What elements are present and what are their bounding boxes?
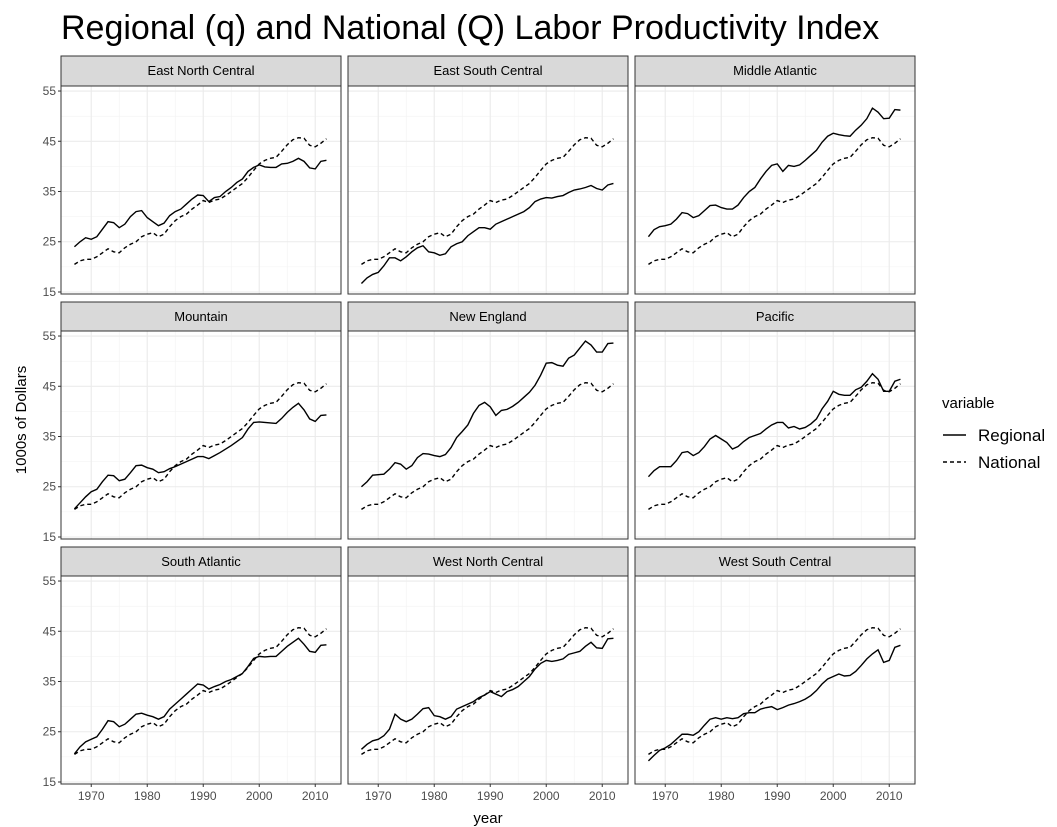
x-tick-label: 1980 [134,789,161,803]
panel [348,331,628,539]
series-line [73,402,327,510]
strip [634,55,916,87]
series-line [647,372,901,478]
panel [61,86,341,294]
y-axis-label: 1000s of Dollars [13,366,30,474]
y-tick-label: 35 [43,675,57,689]
strip-label: West North Central [433,554,543,569]
legend-label: Regional [978,426,1045,445]
x-tick-label: 1980 [708,789,735,803]
panel-border [347,575,629,785]
strip-label: West South Central [719,554,832,569]
panel-border [634,85,916,295]
y-tick-label: 45 [43,624,57,638]
x-tick-label: 1990 [477,789,504,803]
strip [60,301,342,332]
y-tick-label: 45 [43,134,57,148]
series-line [73,157,327,248]
panel [635,576,915,784]
x-tick-label: 2010 [589,789,616,803]
panel [61,576,341,784]
strip [347,301,629,332]
strip-label: South Atlantic [161,554,241,569]
panel [635,331,915,539]
panel-border [347,330,629,540]
series-line [73,637,327,755]
y-tick-label: 55 [43,329,57,343]
panel-border [634,330,916,540]
panel-border [347,85,629,295]
legend-title: variable [942,395,995,412]
strip-label: Middle Atlantic [733,63,817,78]
x-axis-label: year [473,810,502,827]
legend-label: National [978,453,1040,472]
series-line [360,182,614,284]
y-tick-label: 15 [43,775,57,789]
x-tick-label: 1970 [365,789,392,803]
panel [348,86,628,294]
strip-label: East North Central [148,63,255,78]
x-tick-label: 1970 [78,789,105,803]
panel-border [634,575,916,785]
y-tick-label: 55 [43,84,57,98]
strip [60,546,342,577]
strip-label: New England [449,309,526,324]
x-tick-label: 2010 [876,789,903,803]
strip [634,546,916,577]
panel-border [60,85,342,295]
y-tick-label: 45 [43,379,57,393]
x-tick-label: 1990 [764,789,791,803]
y-tick-label: 15 [43,285,57,299]
y-tick-label: 25 [43,235,57,249]
x-tick-label: 2000 [246,789,273,803]
y-tick-label: 25 [43,480,57,494]
x-tick-label: 1970 [652,789,679,803]
x-tick-label: 1980 [421,789,448,803]
strip-label: East South Central [433,63,542,78]
series-line [647,644,901,762]
x-tick-label: 2000 [820,789,847,803]
series-line [360,637,614,750]
panel [61,331,341,539]
panel [635,86,915,294]
y-tick-label: 35 [43,430,57,444]
strip-label: Pacific [756,309,795,324]
x-tick-label: 2010 [302,789,329,803]
strip [60,55,342,87]
y-tick-label: 15 [43,530,57,544]
chart-title: Regional (q) and National (Q) Labor Prod… [61,9,879,47]
x-tick-label: 2000 [533,789,560,803]
y-tick-label: 55 [43,574,57,588]
series-line [647,107,901,238]
y-tick-label: 35 [43,185,57,199]
panel-border [60,330,342,540]
panel [348,576,628,784]
panel-border [60,575,342,785]
strip-label: Mountain [174,309,227,324]
x-tick-label: 1990 [190,789,217,803]
series-line [360,340,614,488]
y-tick-label: 25 [43,725,57,739]
strip [347,55,629,87]
